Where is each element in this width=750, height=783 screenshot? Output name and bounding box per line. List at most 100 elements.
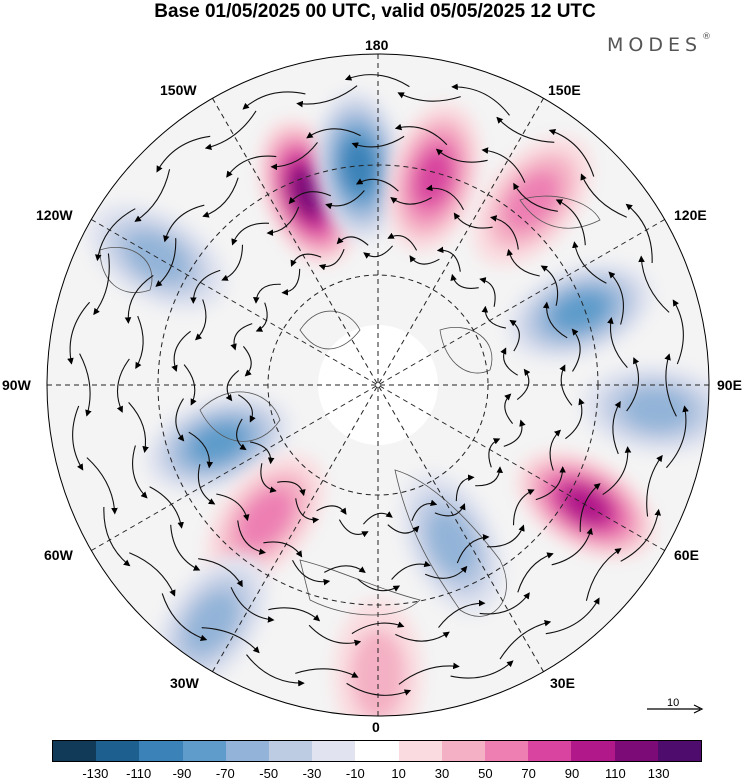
streamline-arrow	[190, 269, 221, 304]
streamline-arrow	[490, 215, 519, 250]
streamline-arrow	[481, 147, 526, 183]
reference-vector-label: 10	[667, 697, 680, 709]
streamline-arrow	[230, 323, 253, 351]
colorbar-tick-label: 50	[478, 766, 493, 781]
streamline-arrow	[202, 177, 239, 218]
streamline-arrow	[500, 347, 518, 376]
coastline	[439, 327, 493, 374]
streamline-arrow	[626, 357, 640, 412]
streamline-arrow	[355, 178, 399, 192]
colorbar-tick-label: 110	[604, 766, 626, 781]
colorbar-ticks: -130 -110 -90 -70 -50 -30 -10 10 30 50 70 90 110 130	[0, 766, 750, 783]
streamline-arrow	[362, 511, 393, 525]
streamline-arrow	[128, 402, 149, 453]
streamline-arrow	[665, 405, 689, 469]
streamline-arrow	[512, 489, 535, 526]
streamline-arrow	[496, 116, 555, 143]
colorbar-swatch	[485, 741, 529, 761]
streamline-arrow	[238, 394, 256, 423]
meridian-line	[91, 219, 665, 551]
colorbar	[52, 740, 702, 762]
lon-label-180: 180	[365, 37, 389, 53]
colorbar-tick-label: 10	[391, 766, 406, 781]
reference-vector: 10	[645, 697, 705, 721]
streamline-arrow	[486, 524, 525, 548]
streamline-arrow	[390, 197, 432, 205]
streamline-arrow	[607, 317, 628, 368]
streamline-arrow	[481, 305, 507, 329]
lon-label-120w: 120W	[36, 207, 73, 223]
streamline-arrow	[585, 548, 622, 601]
streamline-arrow	[270, 142, 318, 171]
streamline-arrow	[226, 155, 277, 178]
streamline-arrow	[391, 560, 431, 580]
anomaly-center	[206, 454, 325, 584]
streamline-arrow	[479, 592, 530, 615]
streamline-arrow	[551, 527, 593, 566]
colorbar-swatch	[139, 741, 183, 761]
streamlines	[67, 74, 689, 696]
streamline-arrow	[72, 405, 84, 471]
colorbar-tick-label: -70	[215, 766, 235, 781]
brand-mark: ®	[702, 32, 712, 42]
streamline-arrow	[424, 565, 468, 579]
streamline-arrow	[545, 597, 600, 635]
lon-label-90w: 90W	[2, 377, 31, 393]
streamline-arrow	[183, 364, 197, 406]
streamline-arrow	[357, 578, 401, 592]
streamline-arrow	[161, 593, 208, 642]
streamline-arrow	[116, 358, 130, 413]
map-border	[46, 53, 710, 717]
streamline-arrow	[290, 253, 322, 267]
streamline-arrow	[542, 301, 568, 339]
streamline-arrow	[387, 524, 420, 534]
streamline-arrow	[204, 110, 257, 151]
streamline-arrow	[67, 301, 91, 365]
streamline-arrow	[540, 265, 559, 306]
streamline-arrow	[535, 466, 566, 501]
streamline-arrow	[266, 206, 300, 237]
streamline-arrow	[435, 148, 488, 163]
streamline-arrow	[237, 520, 266, 555]
streamline-arrow	[255, 302, 268, 332]
streamline-arrow	[124, 274, 154, 324]
streamline-arrow	[436, 246, 461, 272]
polar-cap	[318, 325, 438, 445]
lon-label-30e: 30E	[550, 675, 575, 691]
colorbar-tick-label: -30	[302, 766, 322, 781]
streamline-arrow	[571, 328, 581, 372]
anomaly-center	[145, 394, 292, 492]
colorbar-swatch	[182, 741, 226, 761]
streamline-arrow	[346, 682, 412, 696]
streamline-arrow	[242, 346, 252, 377]
streamline-arrow	[336, 236, 369, 246]
streamline-arrow	[295, 668, 359, 678]
streamline-arrow	[513, 182, 558, 212]
streamline-arrow	[517, 552, 554, 593]
colorbar-tick-label: -110	[126, 766, 152, 781]
streamline-arrow	[620, 508, 662, 562]
streamline-arrow	[646, 454, 663, 517]
streamline-arrow	[231, 222, 270, 246]
streamline-arrow	[296, 85, 358, 108]
streamline-arrow	[351, 135, 405, 149]
streamline-arrow	[479, 277, 496, 307]
coastline	[299, 310, 361, 350]
streamline-arrow	[198, 558, 243, 588]
streamline-arrow	[155, 238, 177, 287]
coastlines	[99, 195, 601, 617]
streamline-arrow	[338, 519, 369, 538]
streamline-arrow	[509, 319, 520, 352]
streamline-arrow	[268, 607, 321, 622]
streamline-arrow	[318, 249, 345, 271]
streamline-arrow	[395, 631, 450, 642]
coastline	[299, 559, 421, 616]
streamline-arrow	[504, 393, 514, 424]
colorbar-swatch	[96, 741, 140, 761]
streamline-arrow	[230, 587, 275, 623]
streamline-arrow	[188, 431, 214, 469]
streamline-arrow	[411, 499, 438, 521]
colorbar-tick-label: -90	[172, 766, 192, 781]
streamline-arrow	[394, 123, 448, 146]
streamline-arrow	[397, 92, 461, 102]
